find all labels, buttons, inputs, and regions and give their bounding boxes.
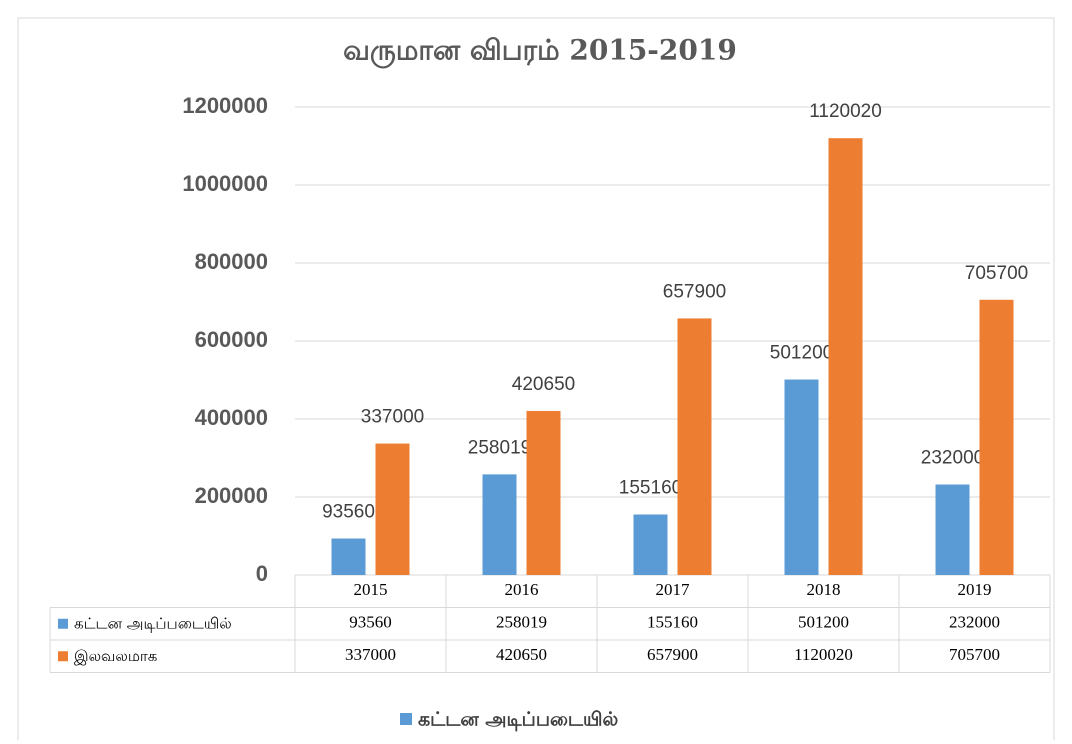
bar bbox=[633, 514, 668, 575]
bar bbox=[828, 138, 863, 575]
table-cell: 1120020 bbox=[794, 645, 853, 664]
x-tick-label: 2017 bbox=[656, 580, 691, 599]
bar bbox=[935, 484, 970, 575]
data-label: 93560 bbox=[322, 502, 375, 523]
data-label: 232000 bbox=[921, 448, 984, 469]
table-cell: 705700 bbox=[949, 645, 1000, 664]
table-row-label: கட்டன அடிப்படையில் bbox=[74, 614, 232, 632]
data-label: 657900 bbox=[663, 281, 726, 302]
y-tick-label: 800000 bbox=[195, 249, 268, 274]
data-label: 337000 bbox=[361, 407, 424, 428]
x-tick-label: 2019 bbox=[958, 580, 992, 599]
table-legend-key bbox=[58, 651, 68, 662]
data-label: 501200 bbox=[770, 343, 833, 364]
chart-title: வருமான விபரம் 2015-2019 bbox=[343, 34, 737, 70]
data-label: 258019 bbox=[468, 437, 531, 458]
table-legend-key bbox=[58, 618, 68, 629]
table-cell: 232000 bbox=[949, 613, 1000, 632]
x-tick-label: 2016 bbox=[505, 580, 539, 599]
bar bbox=[375, 443, 410, 575]
x-tick-label: 2018 bbox=[807, 580, 841, 599]
table-cell: 420650 bbox=[496, 645, 547, 664]
y-tick-label: 400000 bbox=[195, 405, 268, 430]
bar bbox=[482, 474, 517, 575]
bar bbox=[677, 318, 712, 575]
x-tick-label: 2015 bbox=[354, 580, 388, 599]
table-cell: 258019 bbox=[496, 613, 547, 632]
y-tick-label: 1200000 bbox=[182, 93, 268, 118]
data-label: 155160 bbox=[619, 478, 682, 499]
bar bbox=[526, 410, 561, 575]
data-label: 1120020 bbox=[809, 101, 882, 122]
legend-key bbox=[400, 713, 412, 725]
y-tick-label: 0 bbox=[256, 561, 268, 586]
y-tick-label: 1000000 bbox=[182, 171, 268, 196]
table-cell: 657900 bbox=[647, 645, 698, 664]
data-label: 705700 bbox=[965, 263, 1028, 284]
table-row-label: இலவலமாக bbox=[74, 647, 157, 665]
y-tick-label: 600000 bbox=[195, 327, 268, 352]
table-cell: 501200 bbox=[798, 613, 849, 632]
table-cell: 93560 bbox=[349, 613, 392, 632]
bar bbox=[331, 538, 366, 575]
y-tick-label: 200000 bbox=[195, 483, 268, 508]
bar bbox=[979, 299, 1014, 575]
table-cell: 155160 bbox=[647, 613, 698, 632]
table-cell: 337000 bbox=[345, 645, 396, 664]
legend-label: கட்டன அடிப்படையில் bbox=[418, 709, 619, 731]
chart-frame bbox=[17, 17, 1055, 744]
bar bbox=[784, 379, 819, 575]
data-label: 420650 bbox=[512, 374, 575, 395]
